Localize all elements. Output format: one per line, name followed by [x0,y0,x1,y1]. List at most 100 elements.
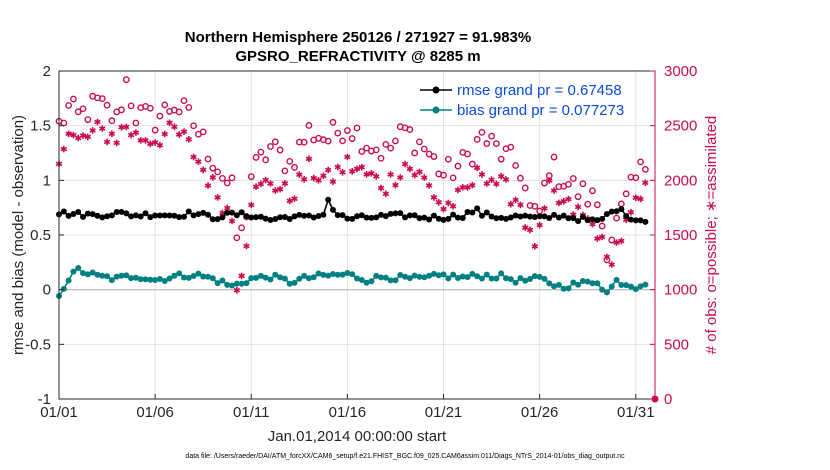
rmse-point [320,211,327,218]
possible-obs-point [353,124,361,132]
assimilated-obs-point [320,172,327,180]
possible-obs-point [574,193,582,201]
assimilated-obs-point [642,179,649,187]
y-right-tick-label: 3000 [664,63,697,80]
assimilated-obs-point [449,203,457,210]
bias-point [627,283,634,290]
rmse-point [498,214,505,221]
bias-point [272,271,279,278]
assimilated-obs-point [214,194,221,201]
possible-obs-point [228,174,236,182]
rmse-point [531,213,538,220]
bias-point [555,281,562,288]
assimilated-obs-point [271,187,279,194]
possible-obs-point [613,214,620,222]
rmse-point [358,212,365,219]
rmse-point [507,214,514,221]
possible-obs-point [492,140,500,148]
assimilated-obs-point [161,130,169,138]
rmse-series [56,196,649,225]
bias-point [99,272,106,279]
bias-point [233,280,240,287]
assimilated-obs-point [401,160,409,168]
bias-point [349,271,356,278]
rmse-point [334,212,341,219]
bias-point [156,276,163,283]
bias-point [104,273,111,280]
rmse-point [608,208,615,215]
rmse-point [94,212,101,219]
rmse-point [440,216,447,223]
bias-point [426,272,433,279]
possible-obs-point [411,149,419,157]
assimilated-obs-point [594,235,601,242]
possible-obs-point [382,140,390,148]
bias-point [546,280,553,287]
assimilated-obs-point [382,190,390,198]
assimilated-obs-point [238,272,245,280]
assimilated-obs-point [478,171,486,178]
bias-point [416,273,423,280]
rmse-point [214,216,221,223]
x-tick-label: 01/26 [521,404,559,421]
bias-point [339,271,346,278]
possible-obs-point [238,224,246,232]
bias-point [421,274,428,281]
legend-rmse-label: rmse grand pr = 0.67458 [457,82,622,99]
x-axis-label: Jan.01,2014 00:00:00 start [268,428,447,445]
bias-point [152,276,159,283]
rmse-point [575,218,582,225]
y-left-tick-label: 2 [43,63,51,80]
rmse-point [551,211,558,218]
x-tick-label: 01/21 [425,404,463,421]
possible-obs-point [291,163,298,171]
bias-point [89,269,96,276]
rmse-point [627,216,634,223]
possible-obs-point [348,135,356,142]
bias-point [459,273,466,280]
x-tick-label: 01/11 [233,404,269,421]
possible-obs-point [584,200,592,208]
assimilated-obs-point [545,177,553,184]
possible-obs-point [209,164,217,172]
rmse-point [474,205,481,212]
assimilated-obs-point [305,155,313,163]
assimilated-obs-point [175,131,183,138]
possible-obs-point [507,143,515,151]
assimilated-obs-point [156,141,164,149]
rmse-point [344,215,351,222]
bias-point [382,274,389,281]
bias-point [406,275,413,282]
rmse-point [623,213,630,220]
possible-obs-point [343,127,351,134]
possible-obs-point [305,122,313,129]
possible-obs-point [392,137,399,145]
rmse-point [310,214,317,221]
bias-point [536,273,543,280]
bias-point [378,274,385,281]
assimilated-obs-point [147,140,154,148]
assimilated-obs-point [493,180,500,188]
assimilated-obs-point [171,123,178,130]
possible-obs-point [118,106,125,114]
bias-point [142,276,149,283]
assimilated-obs-point [243,242,250,250]
rmse-point [517,213,524,220]
bias-point [70,268,77,275]
possible-obs-point [127,102,135,110]
possible-obs-point [377,154,385,162]
possible-obs-point [464,150,471,158]
bias-point [575,281,582,288]
y-right-tick-label: 2000 [664,172,697,189]
bias-point [469,270,476,277]
bias-point [180,274,187,281]
possible-obs-point [440,171,447,179]
bias-point [200,273,207,280]
assimilated-obs-point [507,200,515,208]
rmse-point [560,212,567,219]
possible-obs-point [483,140,491,147]
assimilated-obs-point [353,165,361,173]
assimilated-obs-point [574,203,582,211]
possible-obs-point [204,155,212,163]
assimilated-obs-series [55,118,649,294]
